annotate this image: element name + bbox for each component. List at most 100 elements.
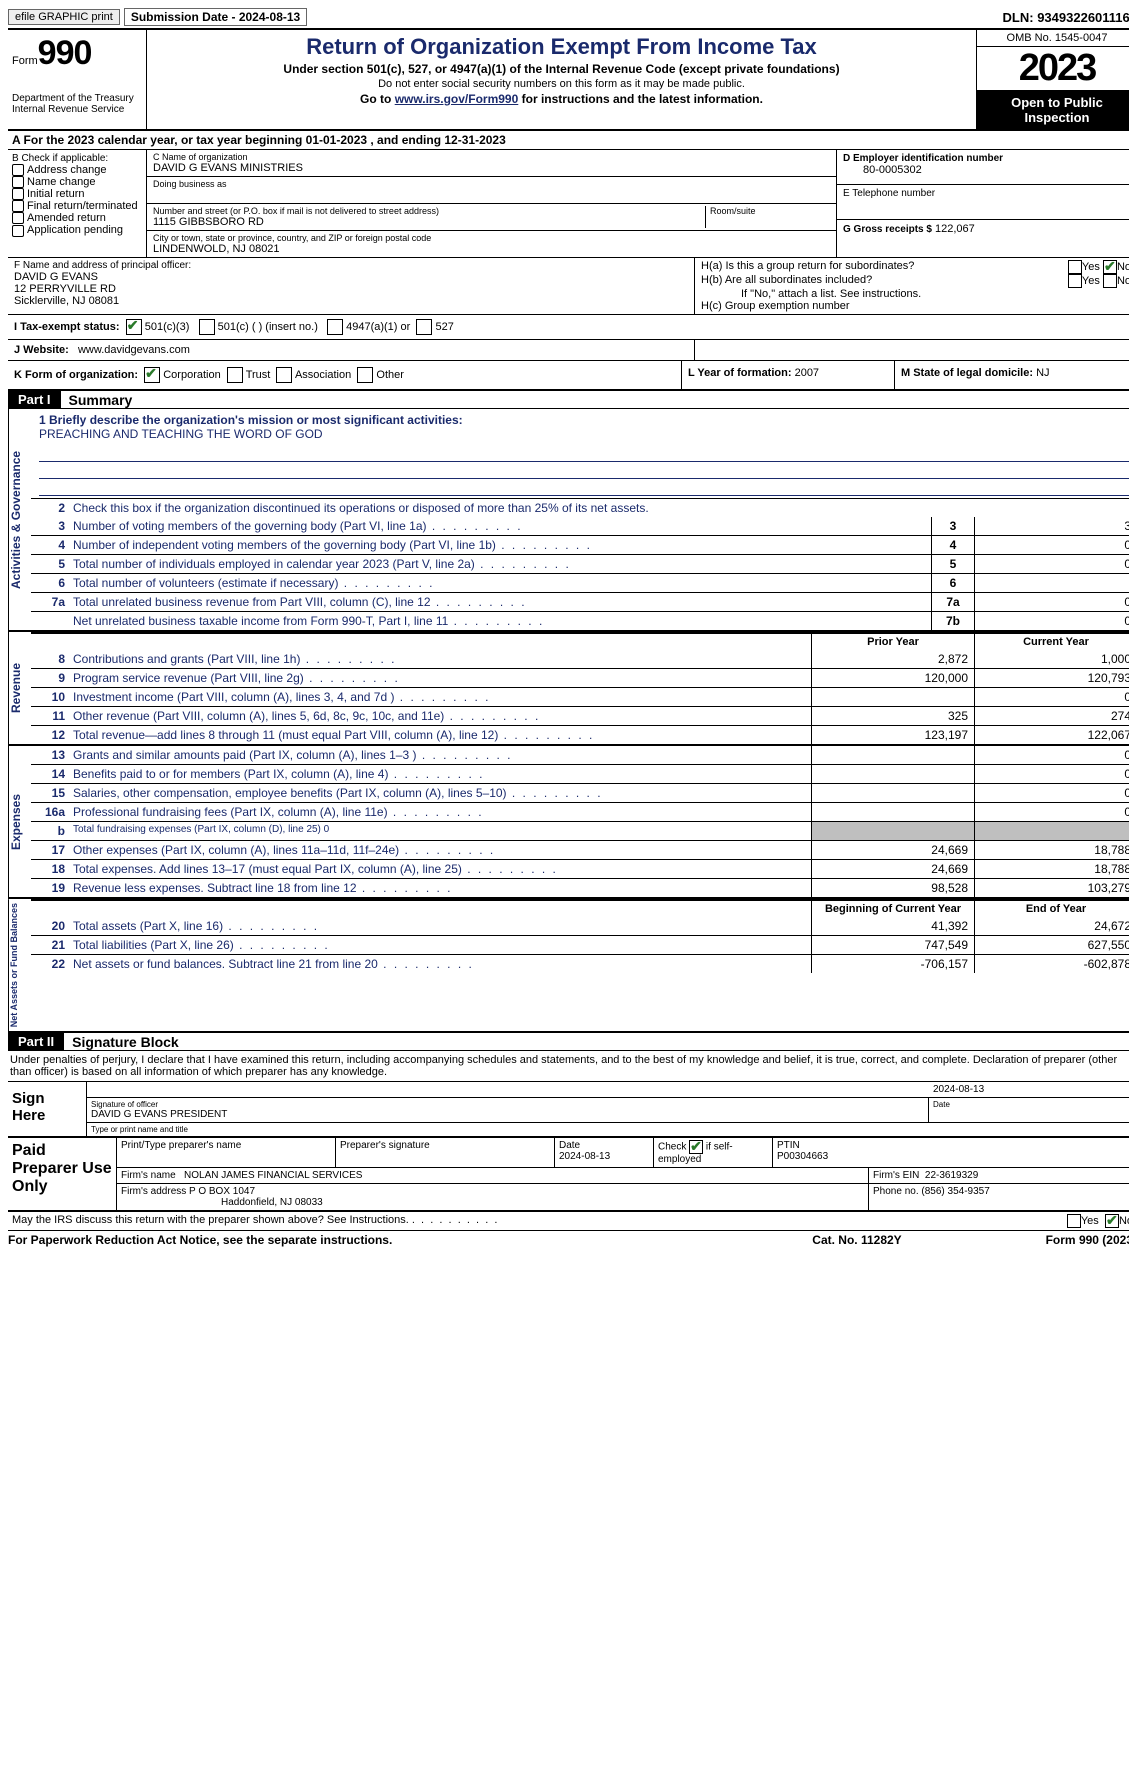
tax-year: 2023 (977, 47, 1129, 91)
l-value: 2007 (795, 367, 819, 379)
opt-501c: 501(c) ( ) (insert no.) (218, 321, 318, 333)
side-gov: Activities & Governance (8, 409, 31, 630)
summary-row: 6Total number of volunteers (estimate if… (31, 573, 1129, 592)
summary-row: Net unrelated business taxable income fr… (31, 611, 1129, 630)
head-end: End of Year (974, 901, 1129, 917)
ptin-value: P00304663 (777, 1151, 828, 1162)
chk-assoc[interactable] (276, 367, 292, 383)
summary-row: 21Total liabilities (Part X, line 26)747… (31, 935, 1129, 954)
firm-phone: (856) 354-9357 (921, 1186, 989, 1197)
summary-row: 12Total revenue—add lines 8 through 11 (… (31, 725, 1129, 744)
gross-label: G Gross receipts $ (843, 224, 932, 235)
chk-amended[interactable] (12, 212, 24, 224)
l-label: L Year of formation: (688, 367, 792, 379)
firm-name: NOLAN JAMES FINANCIAL SERVICES (184, 1170, 362, 1181)
summary-row: 13Grants and similar amounts paid (Part … (31, 746, 1129, 764)
chk-name-change[interactable] (12, 176, 24, 188)
ha-no[interactable] (1103, 260, 1117, 274)
form-link-line: Go to www.irs.gov/Form990 for instructio… (155, 92, 968, 106)
ha-yes[interactable] (1068, 260, 1082, 274)
dln: DLN: 93493226011164 (1003, 10, 1129, 25)
summary-row: 22Net assets or fund balances. Subtract … (31, 954, 1129, 973)
row-i-tax-status: I Tax-exempt status: 501(c)(3) 501(c) ( … (8, 315, 1129, 340)
pra-notice: For Paperwork Reduction Act Notice, see … (8, 1233, 757, 1247)
form-label: Form (12, 55, 38, 67)
hc-label: H(c) Group exemption number (701, 300, 1129, 312)
discuss-no[interactable] (1105, 1214, 1119, 1228)
discuss-yes[interactable] (1067, 1214, 1081, 1228)
omb-no: OMB No. 1545-0047 (977, 30, 1129, 47)
part1-title: Summary (61, 392, 133, 408)
submission-date: Submission Date - 2024-08-13 (124, 8, 307, 26)
goto-prefix: Go to (360, 92, 395, 106)
opt-501c3: 501(c)(3) (145, 321, 190, 333)
officer-name: DAVID G EVANS (14, 271, 688, 283)
side-rev: Revenue (8, 632, 31, 744)
summary-row: 4Number of independent voting members of… (31, 535, 1129, 554)
chk-app-pending[interactable] (12, 225, 24, 237)
chk-final-return[interactable] (12, 200, 24, 212)
summary-row: 9Program service revenue (Part VIII, lin… (31, 668, 1129, 687)
chk-other[interactable] (357, 367, 373, 383)
section-fh: F Name and address of principal officer:… (8, 258, 1129, 315)
summary-row: 18Total expenses. Add lines 13–17 (must … (31, 859, 1129, 878)
sig-type-label: Type or print name and title (91, 1125, 1129, 1134)
goto-suffix: for instructions and the latest informat… (518, 92, 763, 106)
discuss-text: May the IRS discuss this return with the… (12, 1214, 409, 1226)
header-left: Form990 Department of the Treasury Inter… (8, 30, 147, 129)
form-title: Return of Organization Exempt From Incom… (155, 34, 968, 60)
ha-label: H(a) Is this a group return for subordin… (701, 260, 1068, 274)
efile-print-button[interactable]: efile GRAPHIC print (8, 9, 120, 25)
chk-501c[interactable] (199, 319, 215, 335)
summary-row: 3Number of voting members of the governi… (31, 517, 1129, 535)
prep-date-label: Date (559, 1140, 580, 1151)
m-label: M State of legal domicile: (901, 367, 1033, 379)
city-value: LINDENWOLD, NJ 08021 (153, 243, 830, 255)
chk-self-employed[interactable] (689, 1140, 703, 1154)
row-klm: K Form of organization: Corporation Trus… (8, 361, 1129, 391)
chk-corp[interactable] (144, 367, 160, 383)
chk-address-change[interactable] (12, 164, 24, 176)
hb-note: If "No," attach a list. See instructions… (701, 288, 1129, 300)
summary-row: 14Benefits paid to or for members (Part … (31, 764, 1129, 783)
part2-title: Signature Block (64, 1034, 179, 1050)
hb-label: H(b) Are all subordinates included? (701, 274, 1068, 288)
header-center: Return of Organization Exempt From Incom… (147, 30, 976, 129)
i-label: I Tax-exempt status: (14, 321, 120, 333)
summary-row: 8Contributions and grants (Part VIII, li… (31, 650, 1129, 668)
firm-label: Firm's name (121, 1170, 176, 1181)
firm-phone-label: Phone no. (873, 1186, 919, 1197)
form-number: 990 (38, 34, 92, 72)
hb-yes[interactable] (1068, 274, 1082, 288)
summary-row: 10Investment income (Part VIII, column (… (31, 687, 1129, 706)
head-current: Current Year (974, 634, 1129, 650)
part2-tag: Part II (8, 1033, 64, 1050)
chk-trust[interactable] (227, 367, 243, 383)
c-name-label: C Name of organization (153, 152, 830, 162)
chk-501c3[interactable] (126, 319, 142, 335)
firm-addr-label: Firm's address (121, 1186, 186, 1197)
row-a-tax-year: A For the 2023 calendar year, or tax yea… (8, 131, 1129, 150)
opt-corp: Corporation (163, 369, 220, 381)
section-bcdeg: B Check if applicable: Address change Na… (8, 150, 1129, 258)
prep-name-label: Print/Type preparer's name (121, 1140, 241, 1151)
summary-row: 5Total number of individuals employed in… (31, 554, 1129, 573)
sig-officer-label: Signature of officer (91, 1100, 924, 1109)
firm-addr1: P O BOX 1047 (189, 1186, 255, 1197)
line2-text: Check this box if the organization disco… (73, 501, 649, 515)
irs-link[interactable]: www.irs.gov/Form990 (395, 92, 519, 106)
chk-initial-return[interactable] (12, 188, 24, 200)
opt-address-change: Address change (27, 164, 107, 176)
opt-amended: Amended return (27, 212, 106, 224)
opt-name-change: Name change (27, 176, 96, 188)
chk-4947[interactable] (327, 319, 343, 335)
chk-527[interactable] (416, 319, 432, 335)
sig-officer-name: DAVID G EVANS PRESIDENT (91, 1109, 924, 1120)
form-subtitle: Under section 501(c), 527, or 4947(a)(1)… (155, 62, 968, 76)
b-label: B Check if applicable: (12, 153, 142, 164)
gross-value: 122,067 (935, 223, 975, 235)
header-right: OMB No. 1545-0047 2023 Open to Public In… (976, 30, 1129, 129)
hb-no[interactable] (1103, 274, 1117, 288)
opt-4947: 4947(a)(1) or (346, 321, 410, 333)
final-footer: For Paperwork Reduction Act Notice, see … (8, 1231, 1129, 1247)
